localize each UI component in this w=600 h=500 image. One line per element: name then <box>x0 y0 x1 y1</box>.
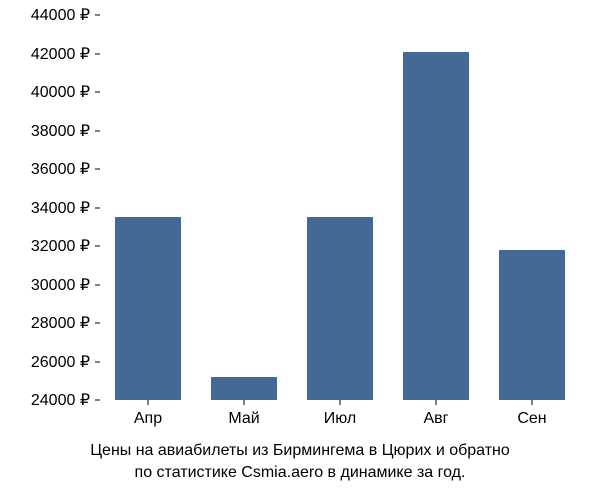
plot-area <box>100 15 580 400</box>
y-tick <box>95 400 100 401</box>
bar <box>307 217 373 400</box>
x-axis: Апр Май Июл Авг Сен <box>100 405 580 435</box>
x-tick-label: Авг <box>423 410 448 428</box>
y-tick-label: 42000 ₽ <box>31 44 90 64</box>
y-tick-label: 44000 ₽ <box>31 5 90 25</box>
x-tick-label: Апр <box>134 410 162 428</box>
x-tick-label: Июл <box>324 410 356 428</box>
x-tick-label: Сен <box>517 410 546 428</box>
y-tick-label: 32000 ₽ <box>31 236 90 256</box>
x-tick <box>340 400 341 405</box>
bar <box>211 377 277 400</box>
bar <box>499 250 565 400</box>
y-tick-label: 24000 ₽ <box>31 390 90 410</box>
y-tick <box>95 246 100 247</box>
y-tick-label: 40000 ₽ <box>31 82 90 102</box>
x-tick <box>532 400 533 405</box>
y-tick <box>95 284 100 285</box>
x-tick <box>148 400 149 405</box>
y-tick <box>95 53 100 54</box>
y-tick <box>95 323 100 324</box>
y-tick <box>95 15 100 16</box>
y-tick <box>95 361 100 362</box>
x-tick <box>436 400 437 405</box>
caption-line-1: Цены на авиабилеты из Бирмингема в Цюрих… <box>0 440 600 462</box>
y-tick-label: 38000 ₽ <box>31 121 90 141</box>
x-tick-label: Май <box>228 410 259 428</box>
chart-caption: Цены на авиабилеты из Бирмингема в Цюрих… <box>0 440 600 485</box>
price-chart: 24000 ₽ 26000 ₽ 28000 ₽ 30000 ₽ 32000 ₽ 34000… <box>0 0 600 500</box>
y-tick-label: 30000 ₽ <box>31 275 90 295</box>
y-tick <box>95 92 100 93</box>
y-tick-label: 26000 ₽ <box>31 352 90 372</box>
y-tick <box>95 130 100 131</box>
y-tick <box>95 169 100 170</box>
y-tick-label: 36000 ₽ <box>31 159 90 179</box>
y-tick-label: 28000 ₽ <box>31 313 90 333</box>
bar <box>403 52 469 400</box>
caption-line-2: по статистике Csmia.aero в динамике за г… <box>0 462 600 484</box>
x-tick <box>244 400 245 405</box>
y-axis: 24000 ₽26000 ₽28000 ₽30000 ₽32000 ₽34000… <box>0 15 95 400</box>
y-tick <box>95 207 100 208</box>
bar <box>115 217 181 400</box>
y-tick-label: 34000 ₽ <box>31 198 90 218</box>
